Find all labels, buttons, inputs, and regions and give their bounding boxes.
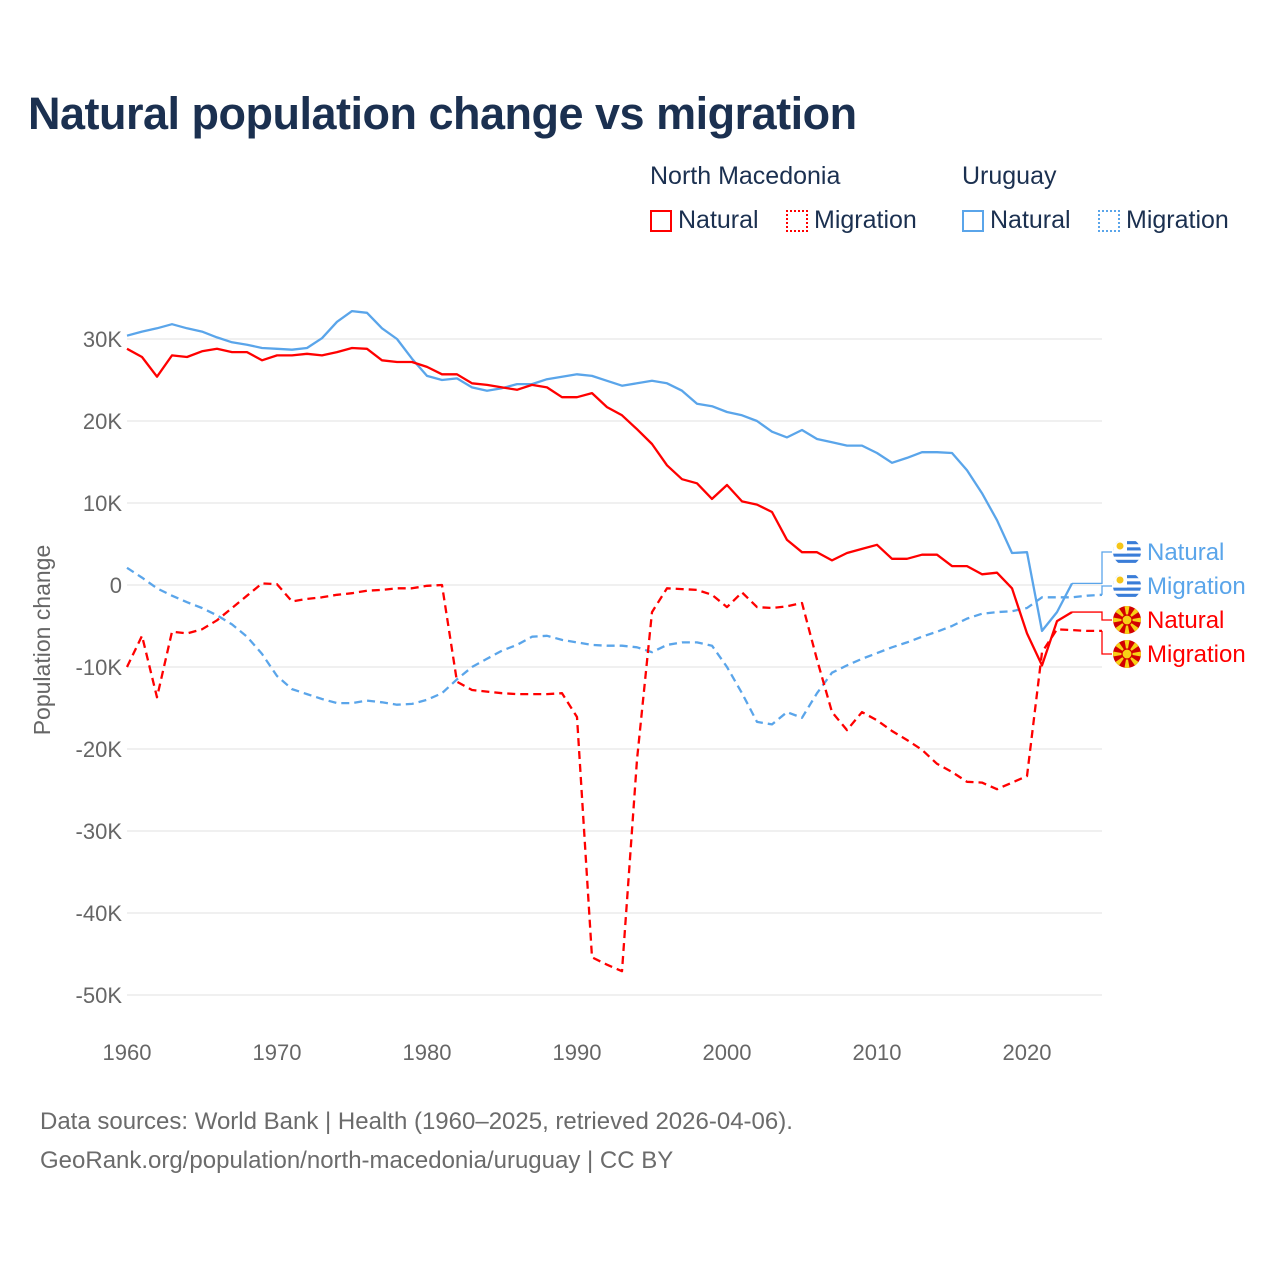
legend-group-north-macedonia: North Macedonia <box>650 162 841 190</box>
flag-sun <box>1121 648 1133 660</box>
flag-stripe <box>1113 587 1141 591</box>
uruguay-flag-icon <box>1113 538 1141 566</box>
flag-sun <box>1116 576 1124 584</box>
flag-sun <box>1116 542 1124 550</box>
y-tick-label: 30K <box>83 327 122 352</box>
y-tick-label: -10K <box>76 655 123 680</box>
x-tick-label: 1990 <box>553 1040 602 1065</box>
end-label: Migration <box>1147 573 1246 600</box>
y-tick-label: -40K <box>76 901 123 926</box>
series-line-uruguay-migration <box>126 566 1103 726</box>
legend-item-mk-migration[interactable]: Migration <box>786 206 917 235</box>
series-line-uruguay-natural <box>126 309 1074 633</box>
x-tick-label: 1960 <box>103 1040 152 1065</box>
flag-body <box>1113 538 1141 566</box>
label-connector <box>1072 551 1112 585</box>
flag-stripe <box>1113 593 1141 597</box>
y-tick-label: -20K <box>76 737 123 762</box>
legend-group-uruguay: Uruguay <box>962 162 1057 190</box>
flag-sun <box>1121 614 1133 626</box>
flag-body <box>1113 640 1141 668</box>
dotted-swatch-icon <box>786 209 808 232</box>
legend-label: Natural <box>678 206 759 234</box>
flag-stripe <box>1113 559 1141 563</box>
footer-sources: Data sources: World Bank | Health (1960–… <box>40 1108 793 1135</box>
north-macedonia-flag-icon <box>1113 606 1141 634</box>
end-label: Migration <box>1147 641 1246 668</box>
legend-item-uy-natural[interactable]: Natural <box>962 206 1071 235</box>
solid-swatch-icon <box>650 209 672 232</box>
flag-ray <box>1123 640 1131 654</box>
legend-label: Migration <box>1126 206 1229 234</box>
y-tick-label: 20K <box>83 409 122 434</box>
x-tick-label: 2000 <box>703 1040 752 1065</box>
series-line-north-macedonia-natural <box>126 346 1073 667</box>
legend-item-uy-migration[interactable]: Migration <box>1098 206 1229 235</box>
flag-ray <box>1113 616 1127 624</box>
y-tick-label: 10K <box>83 491 122 516</box>
dotted-swatch-icon <box>1098 209 1120 232</box>
footer-link[interactable]: GeoRank.org/population/north-macedonia/u… <box>40 1147 674 1174</box>
x-tick-label: 1970 <box>253 1040 302 1065</box>
legend-label: Natural <box>990 206 1071 234</box>
y-tick-label: -50K <box>76 983 123 1008</box>
label-connector <box>1101 630 1112 655</box>
end-label: Natural <box>1147 607 1224 634</box>
x-tick-label: 1980 <box>403 1040 452 1065</box>
chart-title: Natural population change vs migration <box>28 88 857 139</box>
legend-item-mk-natural[interactable]: Natural <box>650 206 759 235</box>
flag-ray <box>1123 620 1131 634</box>
flag-ray <box>1123 606 1131 620</box>
end-label: Natural <box>1147 539 1224 566</box>
flag-ray <box>1123 654 1131 668</box>
y-tick-label: 0 <box>110 573 122 598</box>
x-tick-label: 2010 <box>853 1040 902 1065</box>
series-line-north-macedonia-migration <box>125 582 1102 973</box>
y-tick-label: -30K <box>76 819 123 844</box>
flag-ray <box>1127 650 1141 658</box>
solid-swatch-icon <box>962 209 984 232</box>
uruguay-flag-icon <box>1113 572 1141 600</box>
north-macedonia-flag-icon <box>1113 640 1141 668</box>
flag-ray <box>1113 650 1127 658</box>
flag-body <box>1113 606 1141 634</box>
flag-stripe <box>1113 553 1141 557</box>
legend-label: Migration <box>814 206 917 234</box>
label-connector <box>1072 611 1112 621</box>
flag-ray <box>1127 616 1141 624</box>
flag-body <box>1113 572 1141 600</box>
x-tick-label: 2020 <box>1003 1040 1052 1065</box>
label-connector <box>1101 585 1112 595</box>
y-axis-label: Population change <box>29 545 55 736</box>
